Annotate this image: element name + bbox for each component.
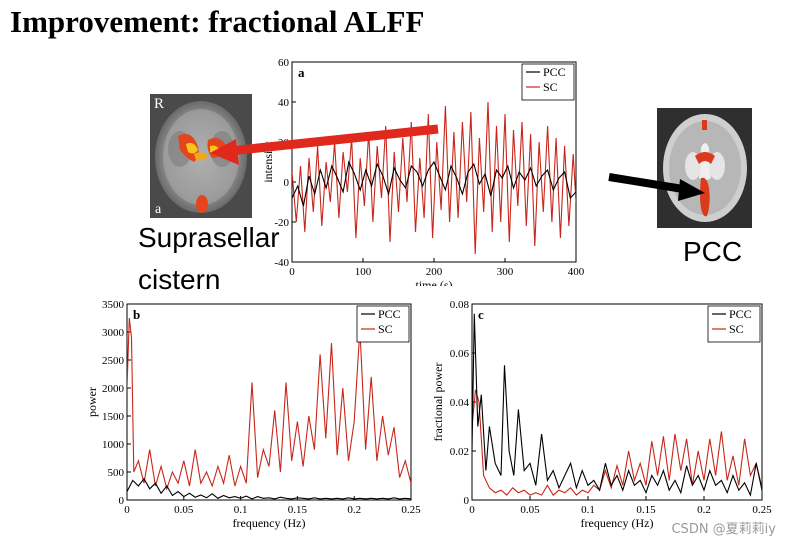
y-tick-label: 60	[278, 57, 290, 69]
y-tick-label: 0	[284, 177, 290, 189]
brain-letter-a: a	[155, 202, 162, 217]
brain-letter-r: R	[154, 96, 164, 112]
y-tick-label: 2500	[102, 355, 125, 367]
y-tick-label: 1000	[102, 439, 125, 451]
slide-title: Improvement: fractional ALFF	[10, 4, 425, 39]
x-tick-label: 200	[426, 266, 443, 278]
y-tick-label: 3000	[102, 327, 125, 339]
y-axis-label: power	[85, 387, 99, 417]
y-tick-label: 0.08	[450, 299, 470, 311]
series-line-sc	[292, 101, 576, 255]
chart-c-fractional-power: 0 0.05 0.1 0.15 0.2 0.25 0 0.02 0.04 0.06 0.08 freq…	[431, 299, 772, 530]
legend-label-pcc: PCC	[378, 307, 401, 321]
series-line-pcc	[292, 160, 576, 207]
x-tick-label: 0	[289, 266, 295, 278]
watermark: CSDN @夏莉莉iy	[671, 522, 776, 537]
y-tick-label: 0.04	[450, 397, 470, 409]
x-tick-label: 0.15	[636, 504, 656, 516]
y-tick-label: 2000	[102, 383, 125, 395]
x-axis-label: frequency (Hz)	[581, 516, 654, 530]
label-pcc: PCC	[683, 236, 743, 267]
x-tick-label: 100	[355, 266, 372, 278]
y-tick-label: 0.02	[450, 446, 469, 458]
y-tick-label: 0	[119, 495, 125, 507]
panel-letter: b	[133, 307, 140, 322]
panel-letter: c	[478, 307, 484, 322]
y-tick-label: 0.06	[450, 348, 470, 360]
x-tick-label: 0.25	[752, 504, 772, 516]
legend-label-sc: SC	[543, 80, 558, 94]
x-tick-label: 0.1	[234, 504, 248, 516]
x-tick-label: 0.15	[288, 504, 308, 516]
series-line-pcc	[472, 313, 762, 497]
black-arrow-shaft	[608, 173, 684, 193]
red-arrow-head	[210, 139, 239, 165]
y-tick-label: 40	[278, 97, 290, 109]
series-line-pcc	[127, 477, 411, 500]
y-tick-label: -40	[274, 257, 289, 269]
y-tick-label: 0	[464, 495, 470, 507]
legend-label-pcc: PCC	[543, 65, 566, 79]
series-line-sc	[127, 317, 411, 491]
black-arrow-head	[678, 179, 705, 201]
red-arrow-shaft	[229, 124, 439, 156]
x-tick-label: 0.05	[174, 504, 194, 516]
x-tick-label: 0.25	[401, 504, 421, 516]
x-tick-label: 0	[124, 504, 130, 516]
x-tick-label: 0.2	[697, 504, 711, 516]
x-axis-label: frequency (Hz)	[233, 516, 306, 530]
legend-label-sc: SC	[729, 322, 744, 336]
x-axis-label: time (s)	[416, 278, 453, 286]
legend	[356, 305, 410, 343]
x-tick-label: 300	[497, 266, 514, 278]
label-suprasellar: Suprasellar	[138, 222, 280, 253]
y-tick-label: 1500	[102, 411, 125, 423]
series-line-sc	[472, 389, 762, 496]
legend	[707, 305, 761, 343]
x-tick-label: 0.05	[520, 504, 540, 516]
x-tick-label: 400	[568, 266, 585, 278]
y-tick-label: 500	[108, 467, 125, 479]
x-tick-label: 0	[469, 504, 475, 516]
legend	[521, 63, 575, 101]
panel-letter: a	[298, 65, 305, 80]
legend-label-pcc: PCC	[729, 307, 752, 321]
chart-b-power: 0 0.05 0.1 0.15 0.2 0.25 0 500 1000 1500 2000 2500 3…	[85, 299, 421, 530]
y-tick-label: -20	[274, 217, 289, 229]
y-tick-label: 3500	[102, 299, 125, 311]
x-tick-label: 0.1	[581, 504, 595, 516]
label-cistern: cistern	[138, 264, 221, 295]
x-tick-label: 0.2	[347, 504, 361, 516]
legend-label-sc: SC	[378, 322, 393, 336]
brain-image-pcc	[657, 108, 752, 228]
y-axis-label: fractional power	[431, 363, 445, 442]
